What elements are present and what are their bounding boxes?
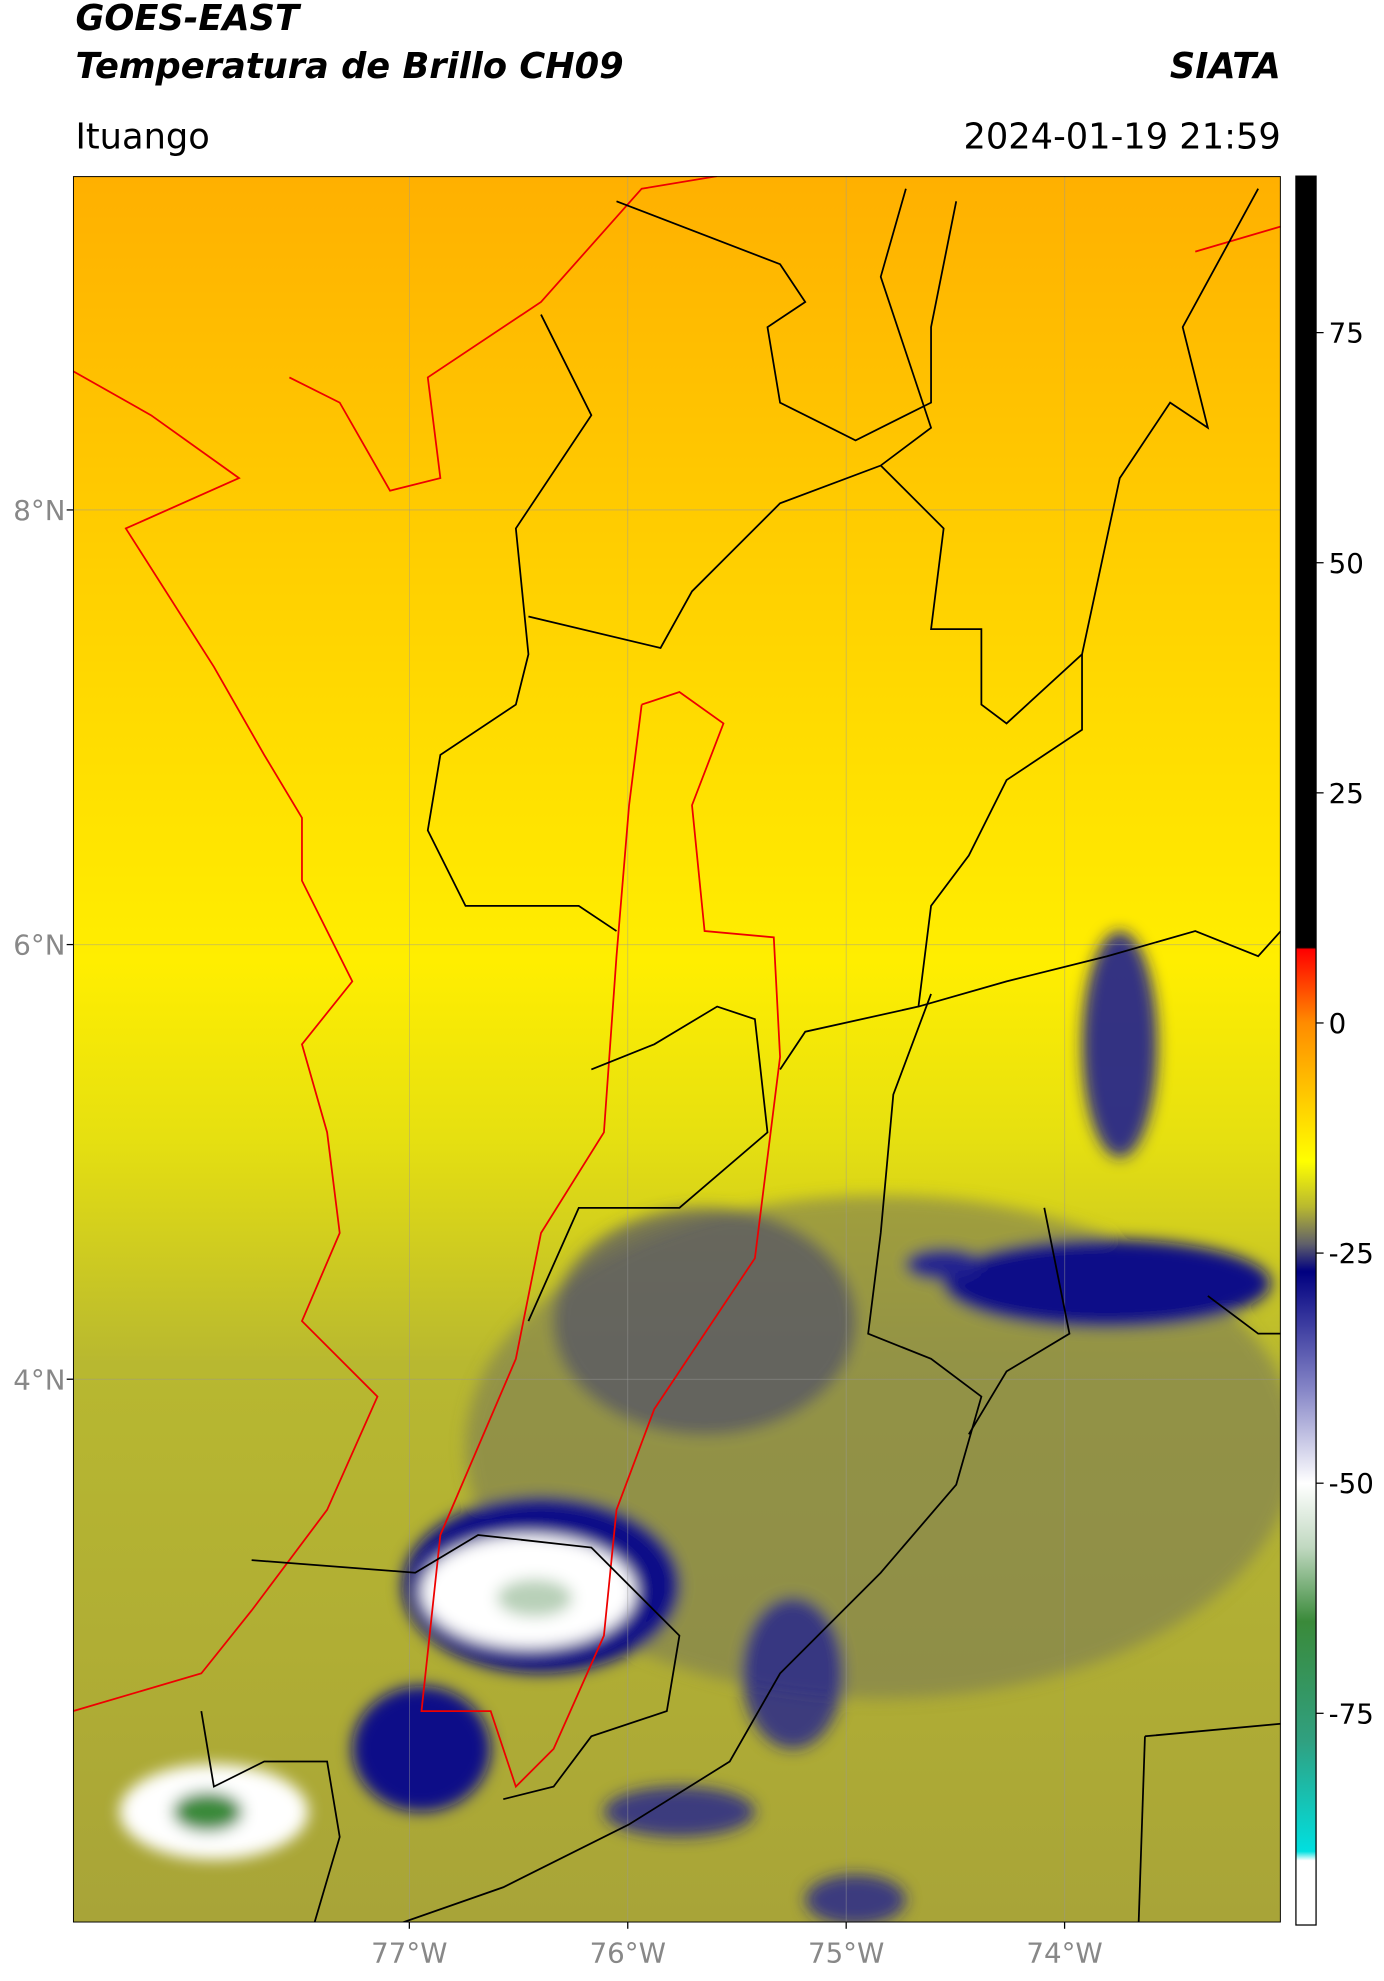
colorbar <box>1295 175 1317 1926</box>
lon-tick-label: 74°W <box>1026 1937 1102 1970</box>
lon-tick-label: 76°W <box>590 1937 666 1970</box>
title: GOES-EAST <box>75 0 302 39</box>
location: Ituango <box>75 116 209 157</box>
colorbar-tick-label: -75 <box>1329 1697 1374 1730</box>
colorbar-tick-label: 50 <box>1329 547 1364 580</box>
agency: SIATA <box>1170 46 1281 87</box>
colorbar-tick-label: 25 <box>1329 777 1364 810</box>
title: Temperatura de Brillo CH09 <box>75 46 623 87</box>
datetime: 2024-01-19 21:59 <box>963 116 1280 157</box>
colorbar-tick-label: -50 <box>1329 1467 1374 1500</box>
borders <box>72 176 1281 1923</box>
grid <box>72 176 1281 1923</box>
colorbar-tick-label: 75 <box>1329 317 1364 350</box>
lat-tick-label: 6°N <box>13 929 65 962</box>
lon-tick-label: 77°W <box>371 1937 447 1970</box>
map <box>72 176 1281 1923</box>
colorbar-tick-label: -25 <box>1329 1237 1374 1270</box>
lat-tick-label: 8°N <box>13 494 65 527</box>
colorbar-tick-label: 0 <box>1329 1007 1347 1040</box>
lat-tick-label: 4°N <box>13 1363 65 1396</box>
lon-tick-label: 75°W <box>808 1937 884 1970</box>
cloud-field <box>119 931 1281 1923</box>
